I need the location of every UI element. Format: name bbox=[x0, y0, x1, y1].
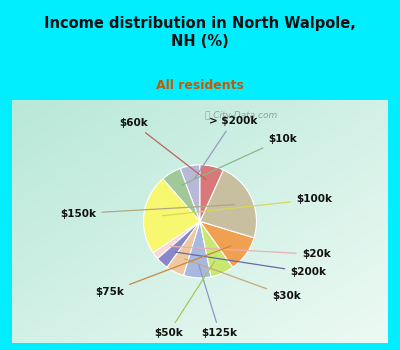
Text: All residents: All residents bbox=[156, 79, 244, 92]
Text: $50k: $50k bbox=[154, 261, 215, 338]
Wedge shape bbox=[200, 170, 256, 238]
Text: $100k: $100k bbox=[162, 194, 332, 216]
Text: > $200k: > $200k bbox=[194, 116, 257, 179]
Wedge shape bbox=[144, 179, 200, 253]
Wedge shape bbox=[163, 168, 200, 222]
Text: Income distribution in North Walpole,
NH (%): Income distribution in North Walpole, NH… bbox=[44, 16, 356, 49]
Wedge shape bbox=[167, 222, 200, 275]
Text: ⓘ City-Data.com: ⓘ City-Data.com bbox=[205, 111, 277, 120]
Text: $60k: $60k bbox=[119, 118, 206, 180]
Text: $30k: $30k bbox=[184, 259, 301, 301]
Text: $200k: $200k bbox=[175, 252, 326, 278]
Text: $125k: $125k bbox=[199, 265, 238, 338]
Wedge shape bbox=[180, 165, 200, 222]
Text: $20k: $20k bbox=[170, 246, 330, 259]
Text: $10k: $10k bbox=[182, 134, 297, 185]
Wedge shape bbox=[200, 222, 254, 267]
Wedge shape bbox=[184, 222, 211, 278]
Wedge shape bbox=[153, 222, 200, 259]
Text: $150k: $150k bbox=[60, 205, 234, 218]
Wedge shape bbox=[200, 165, 223, 222]
Text: $75k: $75k bbox=[95, 246, 230, 297]
Wedge shape bbox=[158, 222, 200, 267]
Wedge shape bbox=[200, 222, 233, 277]
